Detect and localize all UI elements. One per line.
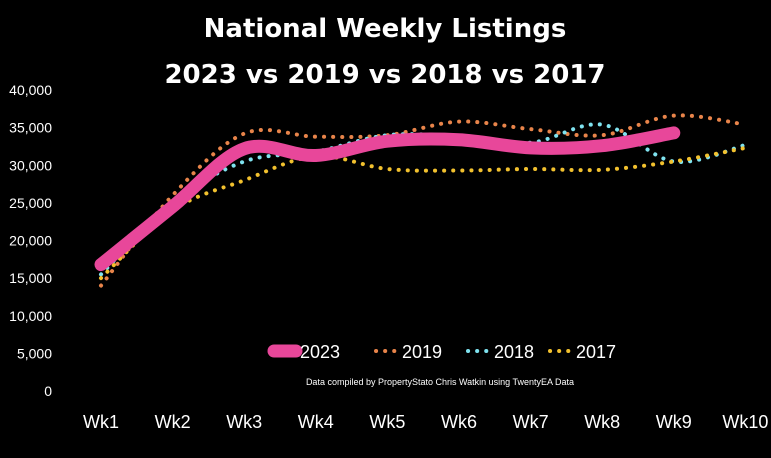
y-tick-label: 20,000	[9, 233, 52, 249]
x-tick-label: Wk7	[513, 412, 549, 432]
x-tick-label: Wk4	[298, 412, 334, 432]
y-tick-label: 25,000	[9, 195, 52, 211]
x-tick-label: Wk1	[83, 412, 119, 432]
chart-title-line-1: National Weekly Listings	[204, 14, 567, 44]
x-tick-label: Wk9	[656, 412, 692, 432]
x-axis: Wk1 Wk2 Wk3 Wk4 Wk5 Wk6 Wk7 Wk8 Wk9 Wk10	[83, 412, 768, 432]
x-tick-label: Wk3	[226, 412, 262, 432]
plot-area	[94, 113, 748, 288]
legend-label-2018: 2018	[494, 342, 534, 362]
y-tick-label: 0	[44, 383, 52, 399]
data-source-note: Data compiled by PropertyStato Chris Wat…	[306, 377, 574, 387]
x-tick-label: Wk6	[441, 412, 477, 432]
x-tick-label: Wk2	[155, 412, 191, 432]
y-tick-label: 35,000	[9, 120, 52, 136]
y-tick-label: 5,000	[17, 345, 52, 361]
x-tick-label: Wk10	[722, 412, 768, 432]
legend-label-2023: 2023	[300, 342, 340, 362]
y-tick-label: 30,000	[9, 157, 52, 173]
series-line-2017	[99, 145, 748, 281]
chart-title-line-2: 2023 vs 2019 vs 2018 vs 2017	[164, 60, 605, 90]
series-line-2023	[94, 126, 681, 272]
legend-label-2019: 2019	[402, 342, 442, 362]
x-tick-label: Wk5	[369, 412, 405, 432]
x-tick-label: Wk8	[584, 412, 620, 432]
y-tick-label: 40,000	[9, 82, 52, 98]
y-tick-label: 15,000	[9, 270, 52, 286]
legend-label-2017: 2017	[576, 342, 616, 362]
y-tick-label: 10,000	[9, 308, 52, 324]
series-line-2019	[99, 113, 748, 288]
y-axis: 40,000 35,000 30,000 25,000 20,000 15,000 10,0…	[9, 82, 52, 399]
legend: 2023 2019 2018 2017	[267, 342, 616, 362]
